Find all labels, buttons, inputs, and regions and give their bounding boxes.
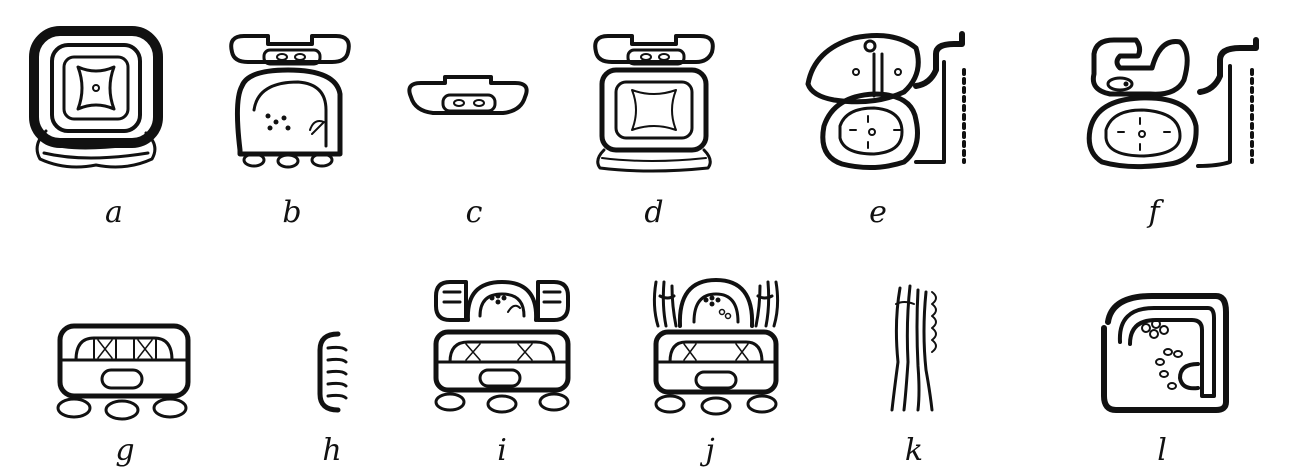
glyph-label-e: e [869, 195, 887, 230]
glyph-i [432, 276, 572, 416]
glyph-label-d: d [644, 195, 664, 230]
glyph-label-k: k [904, 433, 924, 468]
glyph-label-j: j [705, 433, 715, 468]
glyph-l [1098, 292, 1232, 414]
glyph-f [1080, 34, 1268, 174]
glyph-label-c: c [465, 195, 483, 230]
glyph-k [888, 282, 940, 414]
glyph-j [650, 276, 782, 418]
glyph-label-b: b [282, 195, 302, 230]
glyph-g [54, 322, 194, 422]
glyph-label-l: l [1157, 433, 1167, 468]
glyph-d [590, 30, 718, 174]
glyph-c [403, 75, 533, 123]
glyph-e [804, 30, 980, 170]
glyph-label-a: a [105, 195, 123, 230]
glyph-label-i: i [497, 433, 507, 468]
glyph-label-f: f [1148, 195, 1160, 230]
glyph-a [26, 25, 166, 175]
glyph-label-h: h [322, 433, 342, 468]
glyph-label-g: g [115, 433, 135, 468]
glyph-h [312, 330, 352, 414]
glyph-b [228, 30, 352, 170]
